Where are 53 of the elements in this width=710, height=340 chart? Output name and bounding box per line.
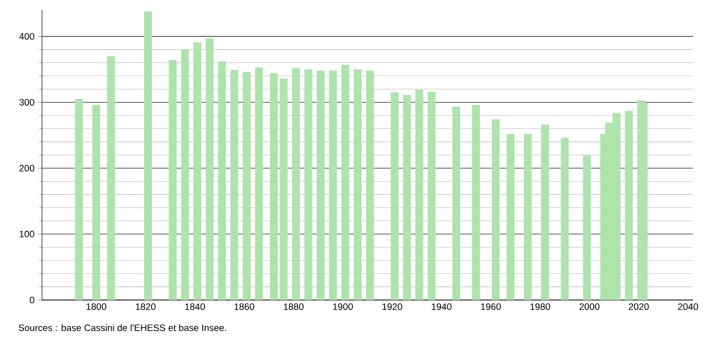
bar (316, 70, 325, 300)
bar (354, 69, 362, 300)
y-tick-label: 100 (20, 230, 34, 238)
bar (168, 60, 177, 300)
bar (541, 124, 549, 300)
bar (193, 42, 202, 300)
bar (218, 61, 226, 300)
bar (560, 138, 569, 300)
bar (492, 119, 500, 300)
x-tick-label: 1840 (185, 303, 205, 310)
bar (403, 95, 411, 300)
bar (255, 67, 263, 300)
x-tick-label: 1900 (333, 303, 353, 310)
x-tick-label: 1880 (284, 303, 304, 310)
bar (75, 98, 83, 300)
bar (390, 92, 399, 300)
x-tick-label: 1800 (86, 303, 106, 310)
bar (144, 11, 152, 300)
bar (428, 92, 436, 300)
bar (107, 56, 115, 300)
bar (242, 72, 251, 300)
bar (506, 134, 514, 300)
x-tick-label: 2000 (580, 303, 600, 310)
bar (366, 70, 374, 300)
bar (524, 134, 532, 300)
bar (452, 106, 460, 300)
bar (280, 78, 288, 300)
bar (292, 68, 300, 300)
y-tick-label: 300 (19, 98, 34, 106)
bar (415, 90, 424, 300)
y-tick-label: 0 (30, 296, 34, 304)
bar (230, 70, 238, 300)
y-tick-label: 200 (20, 164, 34, 172)
x-tick-label: 1920 (382, 303, 402, 310)
bar (92, 104, 100, 300)
x-tick-label: 2020 (628, 303, 649, 310)
bar (181, 50, 189, 300)
bar (206, 38, 214, 300)
x-tick-label: 1940 (432, 303, 452, 310)
bar (304, 69, 312, 300)
bar (624, 110, 633, 300)
x-tick-label: 1860 (234, 303, 254, 310)
bar (270, 73, 278, 300)
x-tick-label: 1960 (481, 303, 501, 310)
bar (329, 70, 337, 300)
x-tick-label: 1980 (530, 303, 550, 310)
bar (583, 155, 591, 300)
x-tick-label: 1820 (136, 303, 156, 310)
x-tick-label: 2040 (678, 303, 698, 310)
bar (341, 64, 350, 300)
source-note: Sources : base Cassini de l'EHESS et base Insee. (18, 324, 226, 332)
bar (472, 104, 480, 300)
y-tick-label: 400 (19, 33, 34, 40)
